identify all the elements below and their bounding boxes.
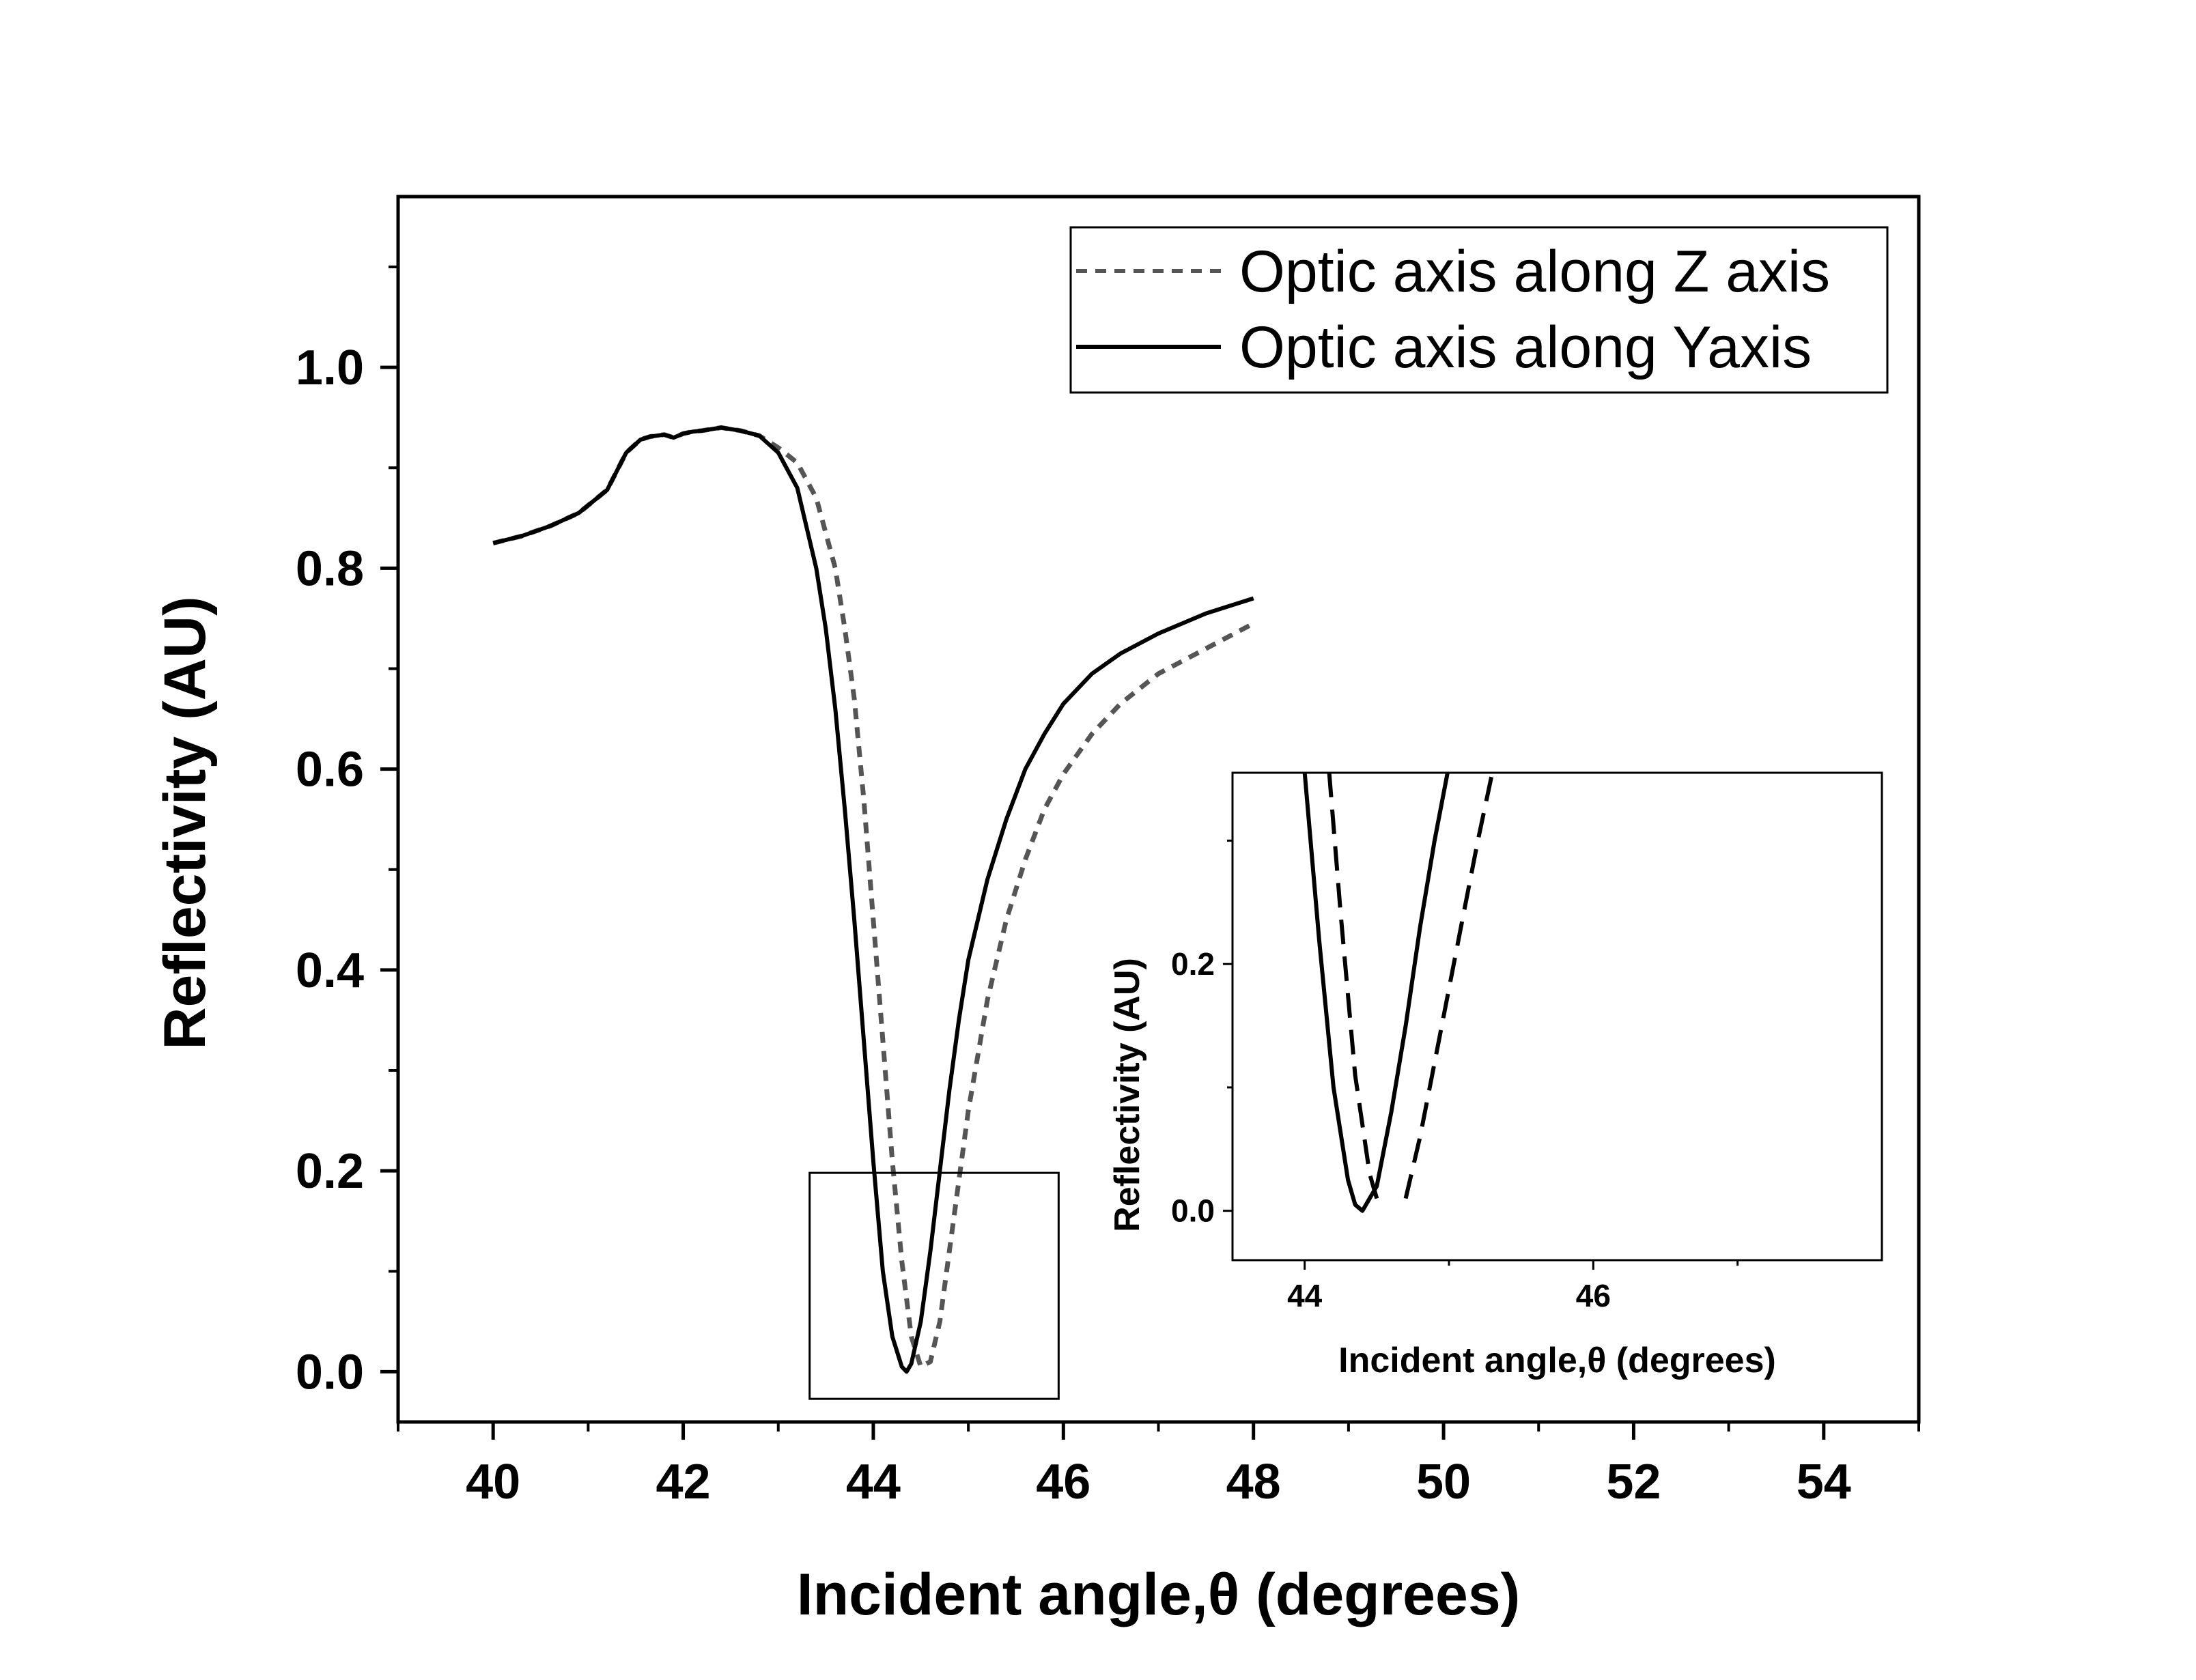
y-tick-label: 1.0 bbox=[296, 341, 364, 395]
y-tick-label: 0.2 bbox=[296, 1144, 364, 1199]
legend-box bbox=[1069, 226, 1889, 394]
y-tick-label: 0.8 bbox=[296, 541, 364, 596]
inset-series-line-z-axis bbox=[1327, 772, 1379, 1199]
x-tick-label: 44 bbox=[846, 1455, 901, 1509]
main-chart: 40 42 44 46 48 50 52 54 0.0 0.2 0.4 0.6 0.8 1.0 Incide… bbox=[152, 195, 1921, 1627]
inset-x-tick-label: 44 bbox=[1287, 1278, 1323, 1313]
y-tick-label: 0.0 bbox=[296, 1345, 364, 1399]
zoom-region-box bbox=[808, 1171, 1060, 1400]
legend-label: Optic axis along Yaxis bbox=[1239, 315, 1812, 380]
x-axis-title: Incident angle,θ (degrees) bbox=[797, 1562, 1521, 1627]
inset-y-tick-label: 0.0 bbox=[1171, 1193, 1215, 1229]
inset-y-axis-title: Reflectivity (AU) bbox=[1108, 958, 1147, 1232]
inset-x-axis-title: Incident angle,θ (degrees) bbox=[1338, 1341, 1776, 1380]
y-axis-title: Reflectivity (AU) bbox=[152, 596, 218, 1049]
inset-frame bbox=[1231, 771, 1883, 1262]
legend-label: Optic axis along Z axis bbox=[1239, 239, 1830, 304]
y-tick-label: 0.6 bbox=[296, 743, 364, 797]
zoom-region-rect bbox=[808, 1171, 1060, 1400]
inset-series-line-y-axis bbox=[1302, 772, 1450, 1213]
series-line-y-axis bbox=[492, 425, 1254, 1374]
y-tick-label: 0.4 bbox=[296, 943, 364, 998]
x-tick-label: 54 bbox=[1797, 1455, 1851, 1509]
legend: Optic axis along Z axis Optic axis along … bbox=[1069, 226, 1889, 394]
x-tick-label: 40 bbox=[466, 1455, 520, 1509]
inset-y-tick-label: 0.2 bbox=[1171, 946, 1215, 982]
x-tick-label: 50 bbox=[1416, 1455, 1471, 1509]
inset-x-tick-label: 46 bbox=[1576, 1278, 1611, 1313]
x-tick-label: 42 bbox=[656, 1455, 711, 1509]
x-tick-label: 46 bbox=[1036, 1455, 1090, 1509]
inset-chart: 44 46 0.0 0.2 Incident angle,θ (degrees) Refl… bbox=[1108, 771, 1883, 1380]
x-tick-label: 52 bbox=[1606, 1455, 1661, 1509]
x-tick-label: 48 bbox=[1226, 1455, 1281, 1509]
